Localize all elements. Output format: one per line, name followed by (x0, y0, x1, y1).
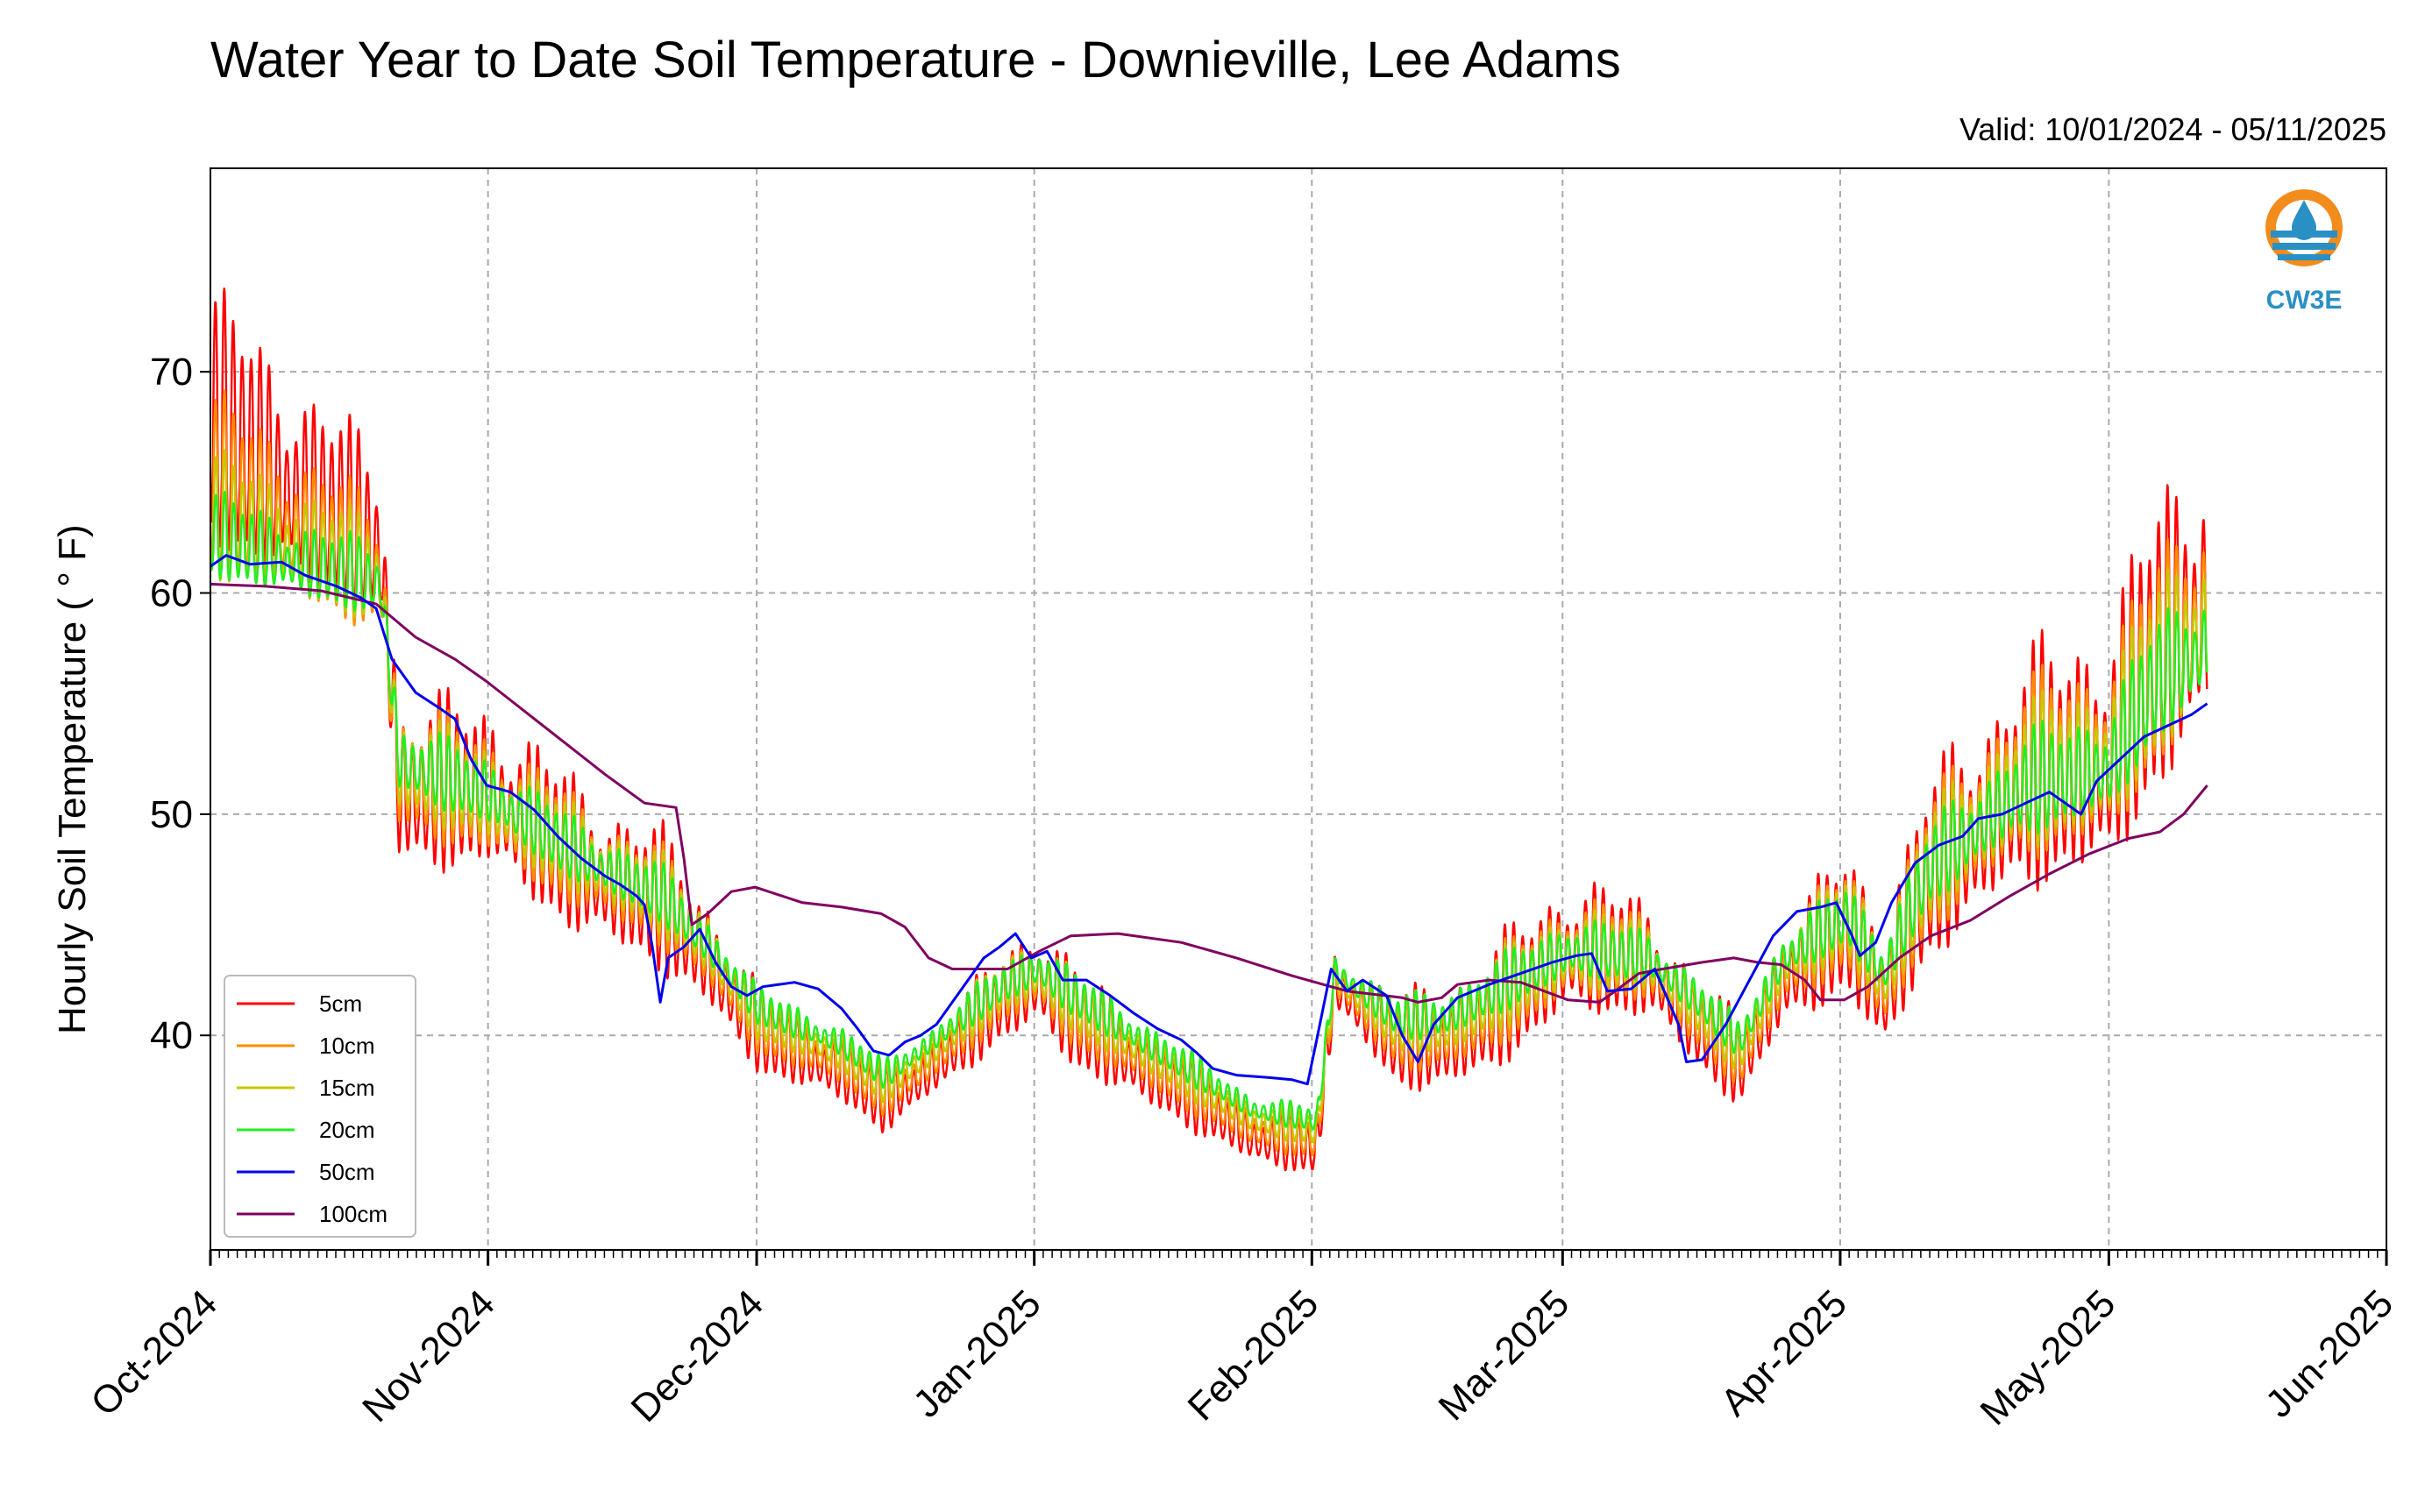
legend-items: 5cm 10cm 15cm 20cm 50cm 100cm (237, 990, 388, 1227)
plot-area (210, 287, 2208, 1172)
chart-subtitle: Valid: 10/01/2024 - 05/11/2025 (1959, 111, 2386, 147)
legend-label-20cm: 20cm (319, 1117, 375, 1143)
legend-label-15cm: 15cm (319, 1075, 375, 1101)
y-tick-label: 50 (150, 793, 193, 836)
legend-label-5cm: 5cm (319, 990, 362, 1017)
logo-wave-3 (2278, 254, 2330, 260)
chart-title: Water Year to Date Soil Temperature - Do… (210, 32, 1621, 89)
cw3e-logo: CW3E (2265, 189, 2343, 315)
legend-label-50cm: 50cm (319, 1159, 375, 1185)
series-line-100cm (210, 582, 2208, 1004)
grid (210, 168, 2386, 1250)
logo-wave-2 (2272, 243, 2336, 250)
legend-label-100cm: 100cm (319, 1201, 388, 1227)
series-line-20cm (210, 490, 2208, 1131)
series-line-50cm (210, 554, 2208, 1086)
logo-text: CW3E (2266, 286, 2343, 315)
legend-label-10cm: 10cm (319, 1033, 375, 1059)
logo-drop-icon (2292, 200, 2316, 240)
y-axis-label: Hourly Soil Temperature ( ° F) (51, 524, 94, 1034)
y-tick-label: 70 (150, 351, 193, 394)
plot-frame (210, 167, 2387, 1251)
series-layer (210, 287, 2208, 1172)
y-axis: 40 50 60 70 (150, 351, 210, 1057)
legend: 5cm 10cm 15cm 20cm 50cm 100cm (224, 975, 416, 1238)
y-tick-label: 40 (150, 1014, 193, 1057)
y-tick-label: 60 (150, 572, 193, 615)
